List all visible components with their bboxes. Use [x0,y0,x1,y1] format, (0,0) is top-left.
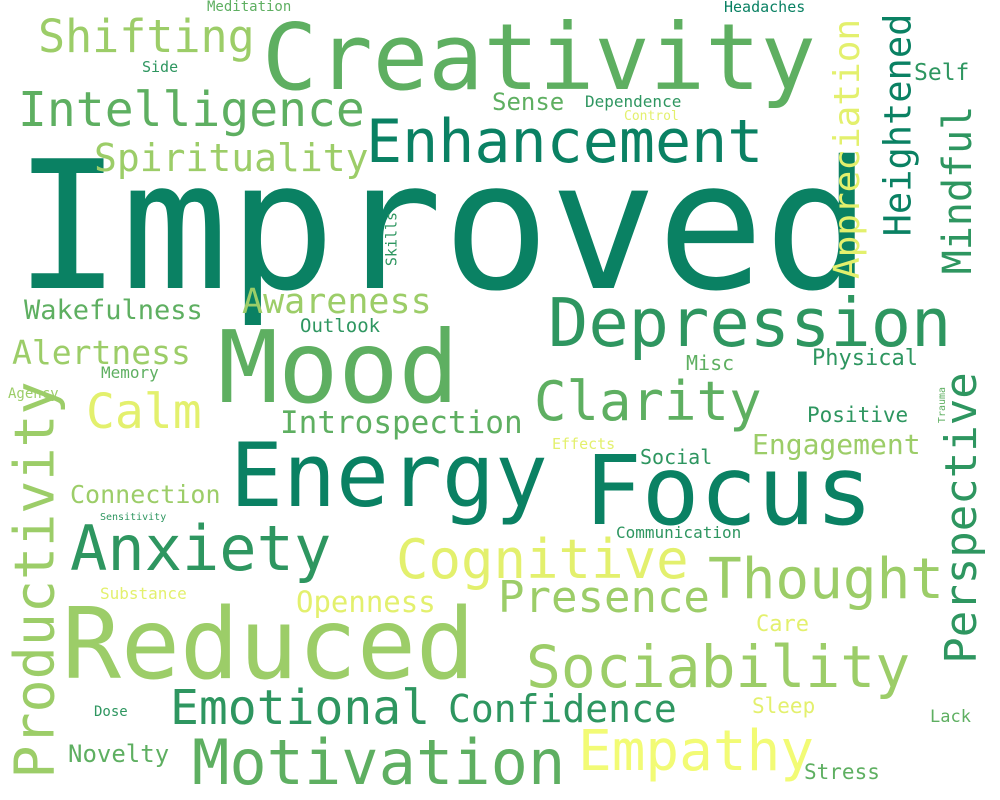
word-novelty: Novelty [68,740,170,768]
word-communication: Communication [616,523,742,542]
word-sensitivity: Sensitivity [100,512,167,523]
word-motivation: Motivation [192,726,566,799]
word-focus: Focus [584,435,873,547]
word-heightened: Heightened [876,13,920,237]
word-sleep: Sleep [752,694,816,718]
word-meditation: Meditation [207,0,292,15]
word-depression: Depression [548,284,952,362]
word-connection: Connection [70,480,221,509]
word-calm: Calm [86,384,202,440]
word-agency: Agency [8,386,59,402]
word-memory: Memory [101,363,159,382]
word-intelligence: Intelligence [18,82,365,138]
word-physical: Physical [812,346,918,371]
word-engagement: Engagement [752,428,921,461]
word-mood: Mood [218,309,459,426]
word-clarity: Clarity [534,370,762,433]
word-substance: Substance [100,584,187,603]
word-trauma: Trauma [937,386,948,424]
word-lack: Lack [930,707,971,727]
word-alertness: Alertness [12,333,191,372]
word-awareness: Awareness [242,282,432,322]
word-appreciation: Appreciation [827,18,868,280]
word-self: Self [914,60,970,86]
word-cognitive: Cognitive [396,528,689,591]
word-dependence: Dependence [585,92,682,111]
word-energy: Energy [230,424,548,527]
word-presence: Presence [498,572,710,623]
word-care: Care [756,612,809,637]
word-sense: Sense [492,88,565,116]
word-stress: Stress [804,760,880,784]
word-dose: Dose [94,704,128,720]
word-emotional: Emotional [170,680,431,736]
word-positive: Positive [807,403,909,427]
word-enhancement: Enhancement [366,107,764,177]
word-skills: Skills [382,211,401,267]
word-control: Control [624,109,679,124]
word-spirituality: Spirituality [94,136,369,180]
word-wakefulness: Wakefulness [24,295,203,326]
word-mindful: Mindful [935,105,981,275]
word-misc: Misc [686,351,735,375]
word-sociability: Sociability [526,633,911,701]
word-thought: Thought [708,547,945,612]
word-openness: Openness [296,585,436,619]
word-headaches: Headaches [724,0,806,16]
word-effects: Effects [552,435,616,453]
word-side: Side [142,58,179,76]
word-shifting: Shifting [38,10,255,63]
word-improved: Improved [14,123,872,330]
word-anxiety: Anxiety [70,512,332,585]
word-confidence: Confidence [448,687,677,731]
word-social: Social [640,445,713,469]
word-introspection: Introspection [280,405,523,441]
word-reduced: Reduced [62,588,476,702]
word-creativity: Creativity [262,4,816,111]
word-empathy: Empathy [578,719,815,784]
word-outlook: Outlook [300,315,381,337]
word-productivity: Productivity [2,381,67,779]
